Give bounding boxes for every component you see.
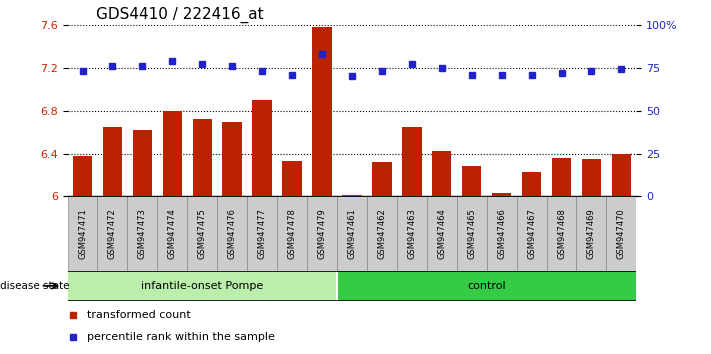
Bar bbox=[157, 196, 187, 271]
Bar bbox=[611, 154, 631, 196]
Bar bbox=[73, 156, 92, 196]
Bar bbox=[133, 130, 152, 196]
Text: GSM947475: GSM947475 bbox=[198, 208, 207, 259]
Bar bbox=[397, 196, 427, 271]
Bar bbox=[547, 196, 577, 271]
Text: GSM947479: GSM947479 bbox=[318, 208, 326, 259]
Bar bbox=[312, 27, 332, 196]
Text: control: control bbox=[467, 281, 506, 291]
Bar bbox=[372, 162, 392, 196]
Bar bbox=[582, 159, 602, 196]
Bar bbox=[517, 196, 547, 271]
Text: GSM947462: GSM947462 bbox=[378, 208, 386, 259]
Bar bbox=[337, 271, 636, 301]
Bar bbox=[252, 100, 272, 196]
Bar bbox=[193, 119, 212, 196]
Bar bbox=[163, 111, 182, 196]
Bar bbox=[68, 271, 337, 301]
Text: GSM947472: GSM947472 bbox=[108, 208, 117, 259]
Bar bbox=[307, 196, 337, 271]
Text: GSM947473: GSM947473 bbox=[138, 208, 147, 259]
Text: GSM947463: GSM947463 bbox=[407, 208, 417, 259]
Bar bbox=[337, 196, 367, 271]
Text: percentile rank within the sample: percentile rank within the sample bbox=[87, 332, 275, 342]
Bar bbox=[282, 161, 301, 196]
Text: GSM947469: GSM947469 bbox=[587, 208, 596, 259]
Bar bbox=[218, 196, 247, 271]
Text: GSM947464: GSM947464 bbox=[437, 208, 447, 259]
Text: GSM947478: GSM947478 bbox=[287, 208, 296, 259]
Text: GSM947470: GSM947470 bbox=[617, 208, 626, 259]
Bar bbox=[552, 158, 571, 196]
Text: transformed count: transformed count bbox=[87, 310, 191, 320]
Text: GSM947465: GSM947465 bbox=[467, 208, 476, 259]
Bar bbox=[68, 196, 97, 271]
Bar bbox=[456, 196, 486, 271]
Bar bbox=[577, 196, 606, 271]
Bar bbox=[342, 195, 362, 196]
Text: infantile-onset Pompe: infantile-onset Pompe bbox=[141, 281, 263, 291]
Text: GDS4410 / 222416_at: GDS4410 / 222416_at bbox=[96, 7, 264, 23]
Text: GSM947471: GSM947471 bbox=[78, 208, 87, 259]
Bar bbox=[127, 196, 157, 271]
Text: GSM947461: GSM947461 bbox=[348, 208, 356, 259]
Bar bbox=[522, 172, 541, 196]
Text: GSM947467: GSM947467 bbox=[527, 208, 536, 259]
Text: GSM947474: GSM947474 bbox=[168, 208, 177, 259]
Text: disease state: disease state bbox=[0, 281, 70, 291]
Bar bbox=[277, 196, 307, 271]
Bar bbox=[247, 196, 277, 271]
Bar bbox=[492, 193, 511, 196]
Bar bbox=[367, 196, 397, 271]
Bar bbox=[432, 152, 451, 196]
Bar bbox=[97, 196, 127, 271]
Bar bbox=[427, 196, 456, 271]
Bar bbox=[606, 196, 636, 271]
Bar bbox=[102, 127, 122, 196]
Bar bbox=[462, 166, 481, 196]
Text: GSM947468: GSM947468 bbox=[557, 208, 566, 259]
Text: GSM947466: GSM947466 bbox=[497, 208, 506, 259]
Bar bbox=[223, 122, 242, 196]
Bar bbox=[486, 196, 517, 271]
Text: GSM947477: GSM947477 bbox=[257, 208, 267, 259]
Text: GSM947476: GSM947476 bbox=[228, 208, 237, 259]
Bar bbox=[402, 127, 422, 196]
Bar bbox=[187, 196, 218, 271]
